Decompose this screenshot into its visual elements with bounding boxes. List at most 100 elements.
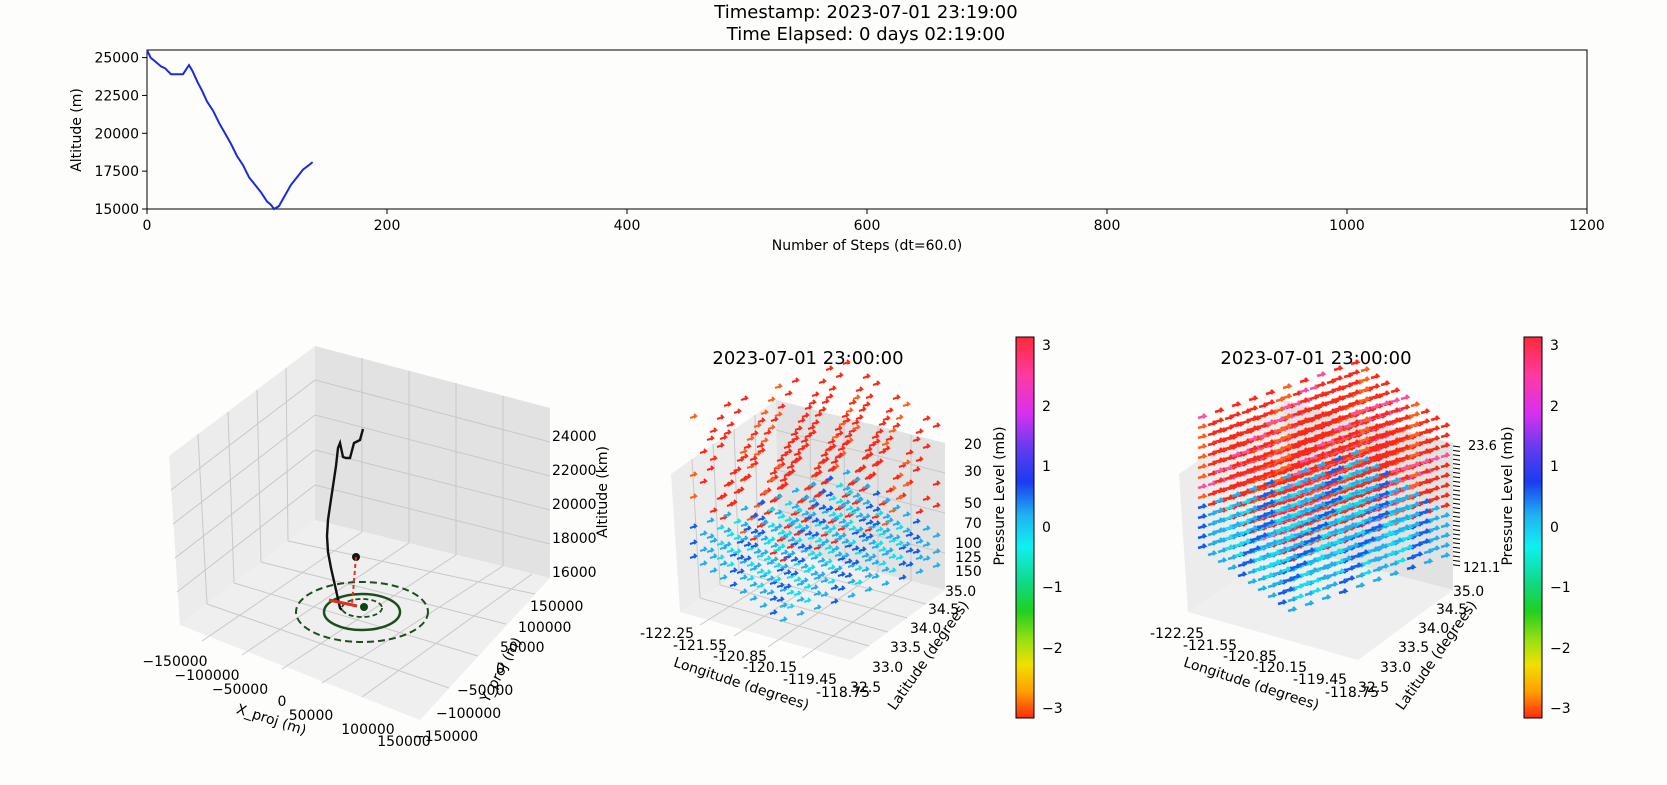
wind-arrow <box>750 512 759 518</box>
wind-arrow <box>793 576 802 582</box>
wind-arrow <box>1350 419 1361 426</box>
wind-arrow <box>706 547 715 553</box>
wind-arrow <box>1360 406 1371 413</box>
z-tick: 23.6 <box>1468 439 1497 454</box>
wind-arrow <box>1316 391 1327 398</box>
wind-arrow <box>1271 559 1282 566</box>
wind-arrow <box>699 478 708 484</box>
wind-arrow <box>773 576 782 582</box>
wind-arrow <box>807 564 816 570</box>
wind-arrow <box>818 406 827 412</box>
wind-arrow <box>830 458 839 464</box>
wind-arrow <box>1400 434 1411 441</box>
wind-arrow <box>912 534 921 540</box>
wind-arrow <box>749 581 758 587</box>
wind-arrow <box>828 465 837 471</box>
wind-arrow <box>1247 568 1258 575</box>
wind-arrow <box>1400 494 1411 501</box>
wind-arrow <box>1282 453 1293 460</box>
wind-arrow <box>824 544 833 550</box>
x-ticks: -122.25 -121.55 -120.85 -120.15 -119.45 … <box>640 626 870 701</box>
wind-arrow <box>1343 432 1354 439</box>
z-tick-mark <box>1452 555 1461 558</box>
wind-arrow <box>1390 387 1401 394</box>
wind-arrow <box>888 567 897 573</box>
wind-arrow <box>1380 510 1391 517</box>
z-tick-mark <box>1452 529 1461 532</box>
wind-arrow <box>885 533 894 539</box>
wind-arrow <box>1224 464 1235 471</box>
wind-arrow <box>882 527 891 533</box>
wind-arrow <box>1430 425 1441 432</box>
wind-arrow <box>834 551 843 557</box>
wind-arrow <box>1299 507 1310 514</box>
wind-arrow <box>872 506 881 512</box>
wind-arrow <box>801 494 810 500</box>
wind-arrow <box>1360 486 1371 493</box>
wind-arrow <box>1326 378 1337 385</box>
wind-arrow <box>848 525 857 531</box>
wind-arrow <box>757 515 766 521</box>
z-tick-mark <box>1452 454 1461 457</box>
wind-arrow <box>837 445 846 451</box>
wind-arrow <box>902 481 911 487</box>
wind-arrow <box>1311 587 1322 594</box>
z-tick: 24000 <box>552 429 597 445</box>
wind-arrow <box>740 521 749 527</box>
wind-arrow <box>784 516 793 522</box>
wind-arrow <box>1197 443 1208 450</box>
wind-arrow <box>760 489 769 495</box>
wind-arrow <box>898 560 907 566</box>
wind-arrow <box>878 560 887 566</box>
y-tick: 150000 <box>530 599 583 615</box>
wind-arrow <box>1308 567 1319 574</box>
wind-arrow <box>845 489 854 495</box>
wind-arrow <box>855 526 864 532</box>
wind-arrow <box>1258 442 1269 449</box>
x-tick: -122.25 <box>1150 626 1204 642</box>
wind-arrow <box>1207 520 1218 527</box>
wind-arrow <box>699 530 708 536</box>
wind-arrow <box>1335 568 1346 575</box>
wind-arrow <box>1258 402 1269 409</box>
wind-arrow <box>814 411 823 417</box>
wind-arrow <box>902 541 911 547</box>
wind-vectors <box>689 359 941 622</box>
wind-arrow <box>1350 479 1361 486</box>
wind-arrow <box>1292 520 1303 527</box>
wind-arrow <box>709 553 718 559</box>
z-axis-label: Pressure Level (mb) <box>1500 426 1516 565</box>
wind-arrow <box>791 435 800 441</box>
wind-arrow <box>1343 462 1354 469</box>
wind-arrow <box>808 399 817 405</box>
x-tick: -120.15 <box>1253 660 1307 676</box>
wind-arrow <box>810 584 819 590</box>
wind-arrow <box>1440 482 1451 489</box>
wind-arrow <box>1231 451 1242 458</box>
cb-tick: −2 <box>1550 641 1571 657</box>
wind-arrow <box>912 518 921 524</box>
floor-pane <box>180 520 550 720</box>
wind-arrow <box>1420 438 1431 445</box>
wind-arrow <box>1231 521 1242 528</box>
wind-arrow <box>1299 427 1310 434</box>
wind-arrow <box>1440 532 1451 539</box>
wind-arrow <box>1423 558 1434 565</box>
wind-arrow <box>830 598 839 604</box>
wind-arrow <box>827 438 836 444</box>
wind-arrow <box>1224 534 1235 541</box>
wind-arrow <box>892 520 901 526</box>
wind-arrow <box>1339 535 1350 542</box>
wind-arrow <box>1400 524 1411 531</box>
y-tick: 50000 <box>500 640 545 656</box>
wind-arrow <box>885 547 894 553</box>
y-tick: 35.0 <box>1453 584 1484 600</box>
wind-arrow <box>716 540 725 546</box>
wind-arrow <box>1400 414 1411 421</box>
z-tick-mark <box>1452 559 1461 562</box>
wind-arrow <box>723 429 732 435</box>
z-axis-label: Pressure Level (mb) <box>992 426 1008 565</box>
wind-arrow <box>1390 507 1401 514</box>
wind-arrow <box>800 577 809 583</box>
wind-arrow <box>932 480 941 486</box>
